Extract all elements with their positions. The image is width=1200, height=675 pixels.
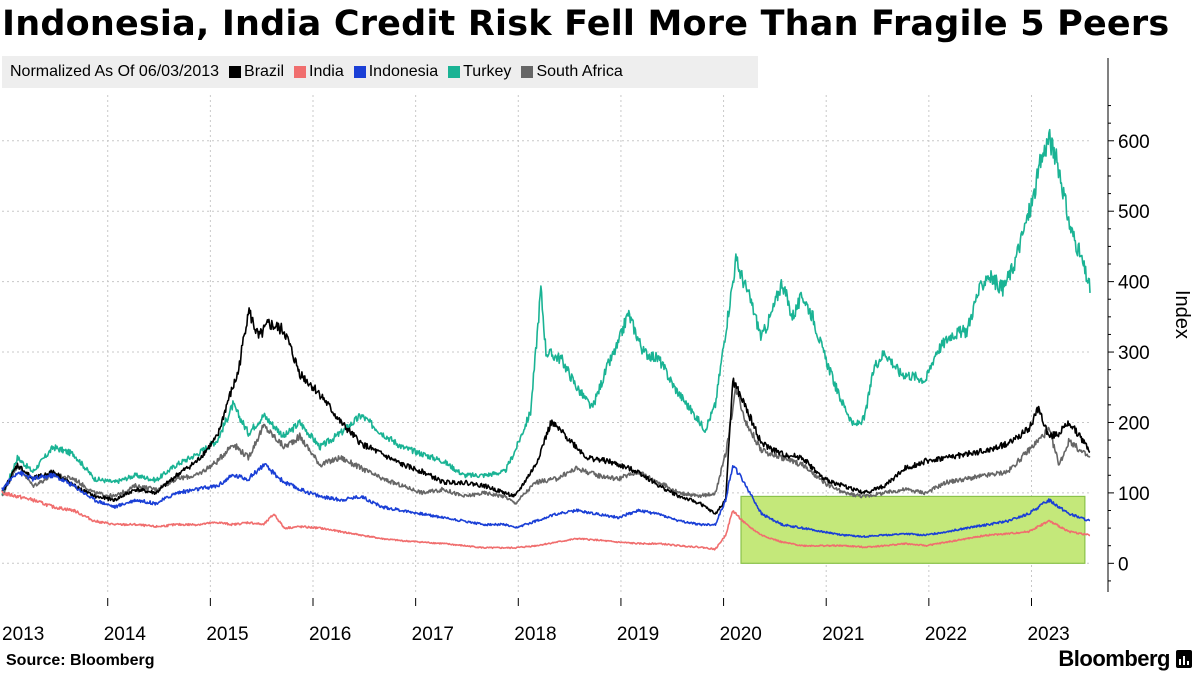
legend-swatch-turkey: [448, 66, 461, 78]
legend-swatch-indonesia: [353, 66, 366, 78]
y-tick-label: 400: [1118, 273, 1150, 294]
y-axis-ticks: 0 100 200 300 400 500 600: [1108, 105, 1150, 582]
x-tick-label: 2014: [104, 624, 147, 645]
series-indonesia: [1, 463, 1091, 538]
legend-item-india: India: [294, 63, 344, 81]
y-tick-label: 200: [1118, 413, 1150, 434]
x-tick-label: 2016: [309, 624, 351, 645]
legend-label-south-africa: South Africa: [536, 63, 623, 80]
y-tick-label: 0: [1118, 554, 1129, 575]
legend-label-turkey: Turkey: [463, 63, 512, 80]
y-tick-label: 500: [1118, 202, 1150, 223]
series-layer: [1, 128, 1091, 551]
brand-logo: Bloomberg: [1058, 646, 1192, 672]
legend-swatch-india: [294, 66, 307, 78]
series-turkey: [1, 128, 1091, 496]
brand-name: Bloomberg: [1058, 646, 1170, 671]
series-india: [1, 490, 1091, 551]
legend-note: Normalized As Of 06/03/2013: [10, 63, 220, 80]
legend-label-india: India: [309, 63, 344, 80]
y-tick-label: 300: [1118, 343, 1150, 364]
y-tick-label: 600: [1118, 132, 1150, 153]
source-note: Source: Bloomberg: [6, 652, 155, 669]
chart-title: Indonesia, India Credit Risk Fell More T…: [2, 4, 1170, 44]
highlight-box: [740, 495, 1086, 564]
series-south-africa: [1, 382, 1091, 505]
legend-swatch-south-africa: [521, 66, 534, 78]
bars-icon: [1176, 650, 1192, 668]
legend-item-brazil: Brazil: [229, 63, 284, 81]
legend-item-indonesia: Indonesia: [353, 63, 439, 81]
legend-item-turkey: Turkey: [448, 63, 511, 81]
x-tick-label: 2015: [206, 624, 248, 645]
x-tick-label: 2013: [2, 624, 44, 645]
legend-label-indonesia: Indonesia: [368, 63, 439, 80]
x-tick-label: 2022: [925, 624, 967, 645]
x-tick-label: 2020: [720, 624, 762, 645]
y-axis-label: Index: [1171, 290, 1193, 339]
x-tick-label: 2019: [617, 624, 659, 645]
legend: Normalized As Of 06/03/2013 Brazil India…: [2, 56, 758, 88]
legend-label-brazil: Brazil: [244, 63, 285, 80]
legend-item-south-africa: South Africa: [521, 63, 623, 81]
x-tick-label: 2023: [1027, 624, 1069, 645]
legend-swatch-brazil: [229, 66, 242, 78]
x-tick-label: 2017: [412, 624, 454, 645]
x-axis-ticks: 2013 2014 2015 2016 2017 2018 2019 2020 2021 2022…: [2, 598, 1070, 645]
series-brazil: [1, 307, 1091, 515]
y-tick-label: 100: [1118, 484, 1150, 505]
x-tick-label: 2021: [822, 624, 864, 645]
x-tick-label: 2018: [514, 624, 556, 645]
